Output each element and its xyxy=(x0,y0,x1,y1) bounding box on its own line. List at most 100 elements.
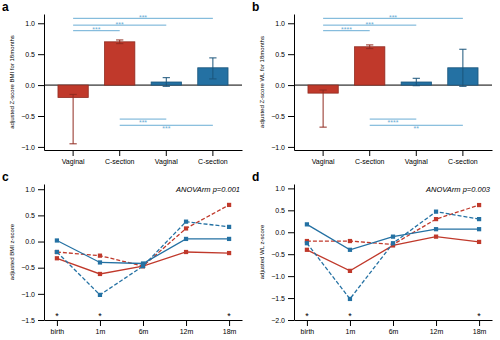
x-tick-label: C-section xyxy=(448,158,478,165)
y-tick: −0.5 xyxy=(271,113,294,120)
y-tick-mark xyxy=(38,116,44,117)
series-marker xyxy=(348,269,352,273)
plot-area: −1.0−0.50.00.51.0VaginalC-sectionVaginal… xyxy=(271,14,492,166)
data-layer xyxy=(44,40,242,144)
panel: −1.5−1.0−0.50.00.51.0birth1m6m12m18m***A… xyxy=(2,170,243,335)
x-tick-mark xyxy=(369,150,370,156)
y-tick: −0.5 xyxy=(271,251,294,258)
series-marker xyxy=(391,241,395,245)
series-marker xyxy=(477,217,481,221)
y-tick-label: −0.5 xyxy=(21,264,35,271)
figure: −1.0−0.50.00.51.0VaginalC-sectionVaginal… xyxy=(0,0,500,340)
y-tick-label: 0.0 xyxy=(275,82,285,89)
series-marker xyxy=(98,260,102,264)
series-marker xyxy=(55,238,59,242)
error-bar-stem xyxy=(212,58,213,79)
series-line xyxy=(307,205,479,244)
error-bar-cap xyxy=(116,43,123,44)
series-marker xyxy=(184,226,188,230)
x-tick: 12m xyxy=(430,320,444,335)
series-marker xyxy=(141,264,145,268)
y-tick: 0.5 xyxy=(25,51,44,58)
x-tick: Vaginal xyxy=(62,150,85,166)
series-marker xyxy=(305,241,309,245)
series-marker xyxy=(55,250,59,254)
y-axis: −2.0−1.5−1.0−0.50.00.51.0 xyxy=(271,185,294,324)
error-bar-cap xyxy=(366,44,373,45)
y-tick-label: 0.5 xyxy=(25,51,35,58)
y-tick-mark xyxy=(288,85,294,86)
panel-subtitle: ANOVArm p=0.001 xyxy=(175,185,240,194)
panel: −1.0−0.50.00.51.0VaginalC-sectionVaginal… xyxy=(252,0,493,166)
x-tick-label: 12m xyxy=(180,328,194,335)
y-tick-label: −2.0 xyxy=(271,317,285,324)
error-bar-stem xyxy=(416,78,417,85)
series-marker xyxy=(434,210,438,214)
y-axis-line xyxy=(294,15,295,151)
annotations: *** xyxy=(55,311,231,321)
y-tick: −2.0 xyxy=(271,317,294,324)
significance-label: * xyxy=(477,311,481,321)
error-bar-stem xyxy=(73,94,74,143)
y-tick-mark xyxy=(38,85,44,86)
y-tick-mark xyxy=(38,54,44,55)
series-line xyxy=(307,224,479,249)
y-tick-mark xyxy=(38,320,44,321)
data-layer xyxy=(55,203,231,297)
y-tick-label: 0.0 xyxy=(25,82,35,89)
y-tick-label: 1.0 xyxy=(275,185,285,192)
error-bar xyxy=(413,78,420,85)
y-tick-label: −1.5 xyxy=(271,295,285,302)
plot-area: −1.0−0.50.00.51.0VaginalC-sectionVaginal… xyxy=(21,14,242,166)
series-marker xyxy=(141,264,145,268)
y-tick-mark xyxy=(288,147,294,148)
error-bar-stem xyxy=(369,45,370,49)
x-tick: 6m xyxy=(389,320,399,335)
significance-label: **** xyxy=(341,26,352,33)
error-bar-cap xyxy=(209,57,216,58)
x-tick: 1m xyxy=(96,320,106,335)
y-tick-mark xyxy=(38,242,44,243)
plot-area: −1.5−1.0−0.50.00.51.0birth1m6m12m18m***A… xyxy=(21,185,242,335)
y-tick-mark xyxy=(288,254,294,255)
y-tick-label: −1.0 xyxy=(21,144,35,151)
x-tick-label: 6m xyxy=(139,328,149,335)
x-tick-mark xyxy=(393,320,394,326)
y-tick-label: −0.5 xyxy=(21,113,35,120)
y-tick: −1.0 xyxy=(21,144,44,151)
y-tick-mark xyxy=(38,147,44,148)
y-tick: 0.0 xyxy=(25,238,44,245)
y-tick-label: 0.5 xyxy=(275,207,285,214)
x-tick: birth xyxy=(301,320,315,335)
series-marker xyxy=(348,297,352,301)
x-tick: C-section xyxy=(448,150,478,165)
plot-area: −2.0−1.5−1.0−0.50.00.51.0birth1m6m12m18m… xyxy=(271,185,492,335)
x-tick: C-section xyxy=(198,150,228,165)
y-tick-label: 0.0 xyxy=(275,229,285,236)
y-tick-label: −1.0 xyxy=(271,144,285,151)
x-tick-label: Vaginal xyxy=(62,158,85,166)
series-line xyxy=(57,205,229,266)
y-tick: 1.0 xyxy=(25,20,44,27)
panel-title: a xyxy=(2,0,9,14)
error-bar-cap xyxy=(459,49,466,50)
panel-title: c xyxy=(2,170,9,184)
x-tick-mark xyxy=(166,150,167,156)
series-marker xyxy=(227,251,231,255)
y-tick: −0.5 xyxy=(21,264,44,271)
error-bar-stem xyxy=(323,90,324,127)
y-tick-mark xyxy=(288,188,294,189)
y-tick-mark xyxy=(38,215,44,216)
series-marker xyxy=(98,293,102,297)
significance-label: *** xyxy=(389,14,397,21)
series-marker xyxy=(55,250,59,254)
x-tick: 6m xyxy=(139,320,149,335)
x-tick-mark xyxy=(143,320,144,326)
y-tick-mark xyxy=(38,23,44,24)
y-tick-label: −1.5 xyxy=(21,317,35,324)
error-bar-cap xyxy=(163,86,170,87)
series-marker xyxy=(477,203,481,207)
x-tick-label: birth xyxy=(51,328,65,335)
y-axis-title: adjusted Z-score BMI for 18months xyxy=(9,35,15,129)
series-marker xyxy=(184,250,188,254)
